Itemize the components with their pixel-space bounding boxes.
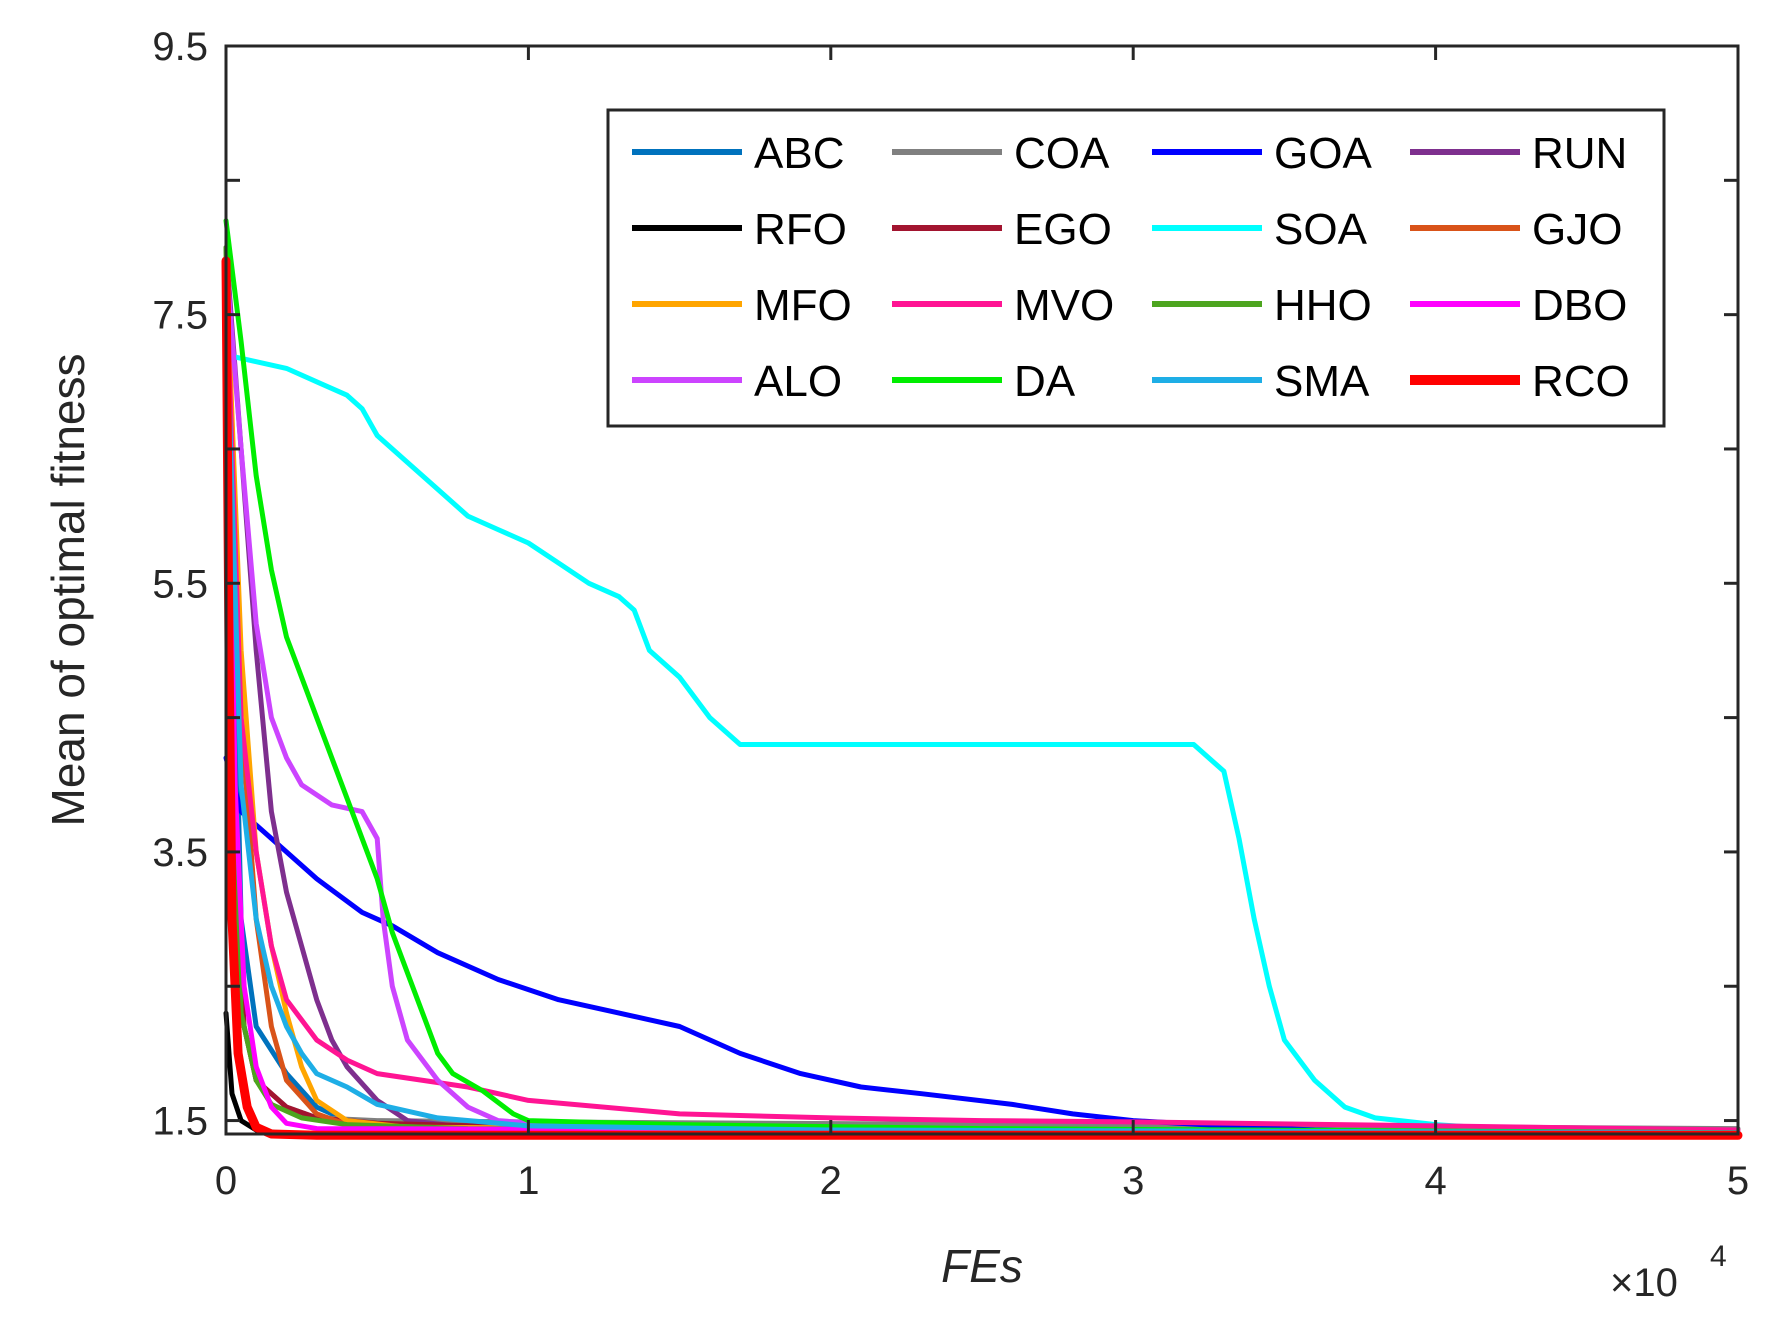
legend-label-rco: RCO <box>1532 357 1630 406</box>
legend: ABC COA GOA RUN RFO EGO SOA GJO MFO MVO HHO DBO ALO D… <box>606 108 1666 428</box>
series-line-mvo <box>223 271 1741 1133</box>
x-tick-label: 1 <box>517 1159 539 1203</box>
x-tick-label: 0 <box>215 1159 237 1203</box>
x-tick-label: 4 <box>1424 1159 1446 1203</box>
y-axis-title: Mean of optimal fitness <box>42 353 94 826</box>
plot-area-frame <box>224 44 1740 1136</box>
series-line-soa <box>223 352 1741 1136</box>
legend-label-coa: COA <box>1014 129 1110 178</box>
x-tick-labels: 0 1 2 3 4 5 <box>215 1159 1749 1203</box>
legend-label-rfo: RFO <box>754 205 847 254</box>
x-multiplier-exponent: 4 <box>1710 1240 1727 1273</box>
legend-label-mfo: MFO <box>754 281 852 330</box>
legend-box <box>606 108 1666 428</box>
x-tick-label: 2 <box>820 1159 842 1203</box>
y-tick-label: 7.5 <box>152 294 208 338</box>
legend-label-gjo: GJO <box>1532 205 1622 254</box>
legend-label-goa: GOA <box>1274 129 1372 178</box>
legend-label-dbo: DBO <box>1532 281 1627 330</box>
y-tick-labels: 1.5 3.5 5.5 7.5 9.5 <box>152 25 208 1144</box>
x-tick-label: 3 <box>1122 1159 1144 1203</box>
legend-label-run: RUN <box>1532 129 1627 178</box>
legend-label-soa: SOA <box>1274 205 1368 254</box>
y-tick-label: 9.5 <box>152 25 208 69</box>
y-tick-label: 3.5 <box>152 831 208 875</box>
legend-label-da: DA <box>1014 357 1076 406</box>
series-layer <box>221 218 1743 1140</box>
series-line-alo <box>223 258 1741 1137</box>
x-axis-title: FEs <box>941 1240 1023 1292</box>
y-tick-label: 5.5 <box>152 562 208 606</box>
series-line-dbo <box>223 271 1741 1136</box>
legend-label-abc: ABC <box>754 129 844 178</box>
legend-label-mvo: MVO <box>1014 281 1114 330</box>
series-line-da <box>223 218 1741 1136</box>
legend-label-hho: HHO <box>1274 281 1372 330</box>
legend-label-alo: ALO <box>754 357 842 406</box>
x-multiplier-label: ×10 <box>1610 1261 1678 1305</box>
ticks-layer <box>224 44 1740 1134</box>
y-tick-label: 1.5 <box>152 1100 208 1144</box>
x-tick-label: 5 <box>1727 1159 1749 1203</box>
legend-label-sma: SMA <box>1274 357 1370 406</box>
legend-label-ego: EGO <box>1014 205 1112 254</box>
legend-items: ABC COA GOA RUN RFO EGO SOA GJO MFO MVO HHO DBO ALO D… <box>632 129 1630 406</box>
